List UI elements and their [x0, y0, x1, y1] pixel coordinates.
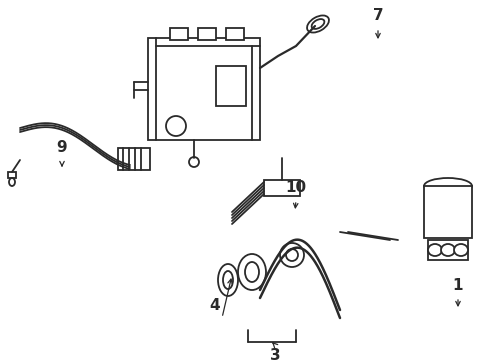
Ellipse shape	[427, 244, 441, 256]
Bar	[264, 180, 299, 196]
Ellipse shape	[238, 254, 265, 290]
Ellipse shape	[244, 262, 259, 282]
Ellipse shape	[440, 244, 454, 256]
Ellipse shape	[453, 244, 467, 256]
Ellipse shape	[223, 271, 232, 289]
Text: 9: 9	[57, 140, 67, 156]
Bar	[8, 172, 16, 178]
Bar	[198, 28, 216, 40]
Ellipse shape	[306, 15, 328, 32]
Ellipse shape	[280, 243, 304, 267]
Text: 3: 3	[269, 347, 280, 360]
Text: 4: 4	[209, 297, 220, 312]
Bar	[423, 186, 471, 238]
Text: 7: 7	[372, 8, 383, 22]
Bar	[216, 66, 245, 106]
Bar	[118, 148, 150, 170]
Ellipse shape	[9, 178, 15, 186]
Ellipse shape	[165, 116, 185, 136]
Ellipse shape	[311, 19, 324, 29]
Ellipse shape	[285, 249, 297, 261]
Bar	[225, 28, 244, 40]
Bar	[170, 28, 187, 40]
Bar	[427, 240, 467, 260]
Bar	[148, 38, 260, 140]
Text: 1: 1	[452, 278, 462, 292]
Ellipse shape	[218, 264, 238, 296]
Ellipse shape	[189, 157, 199, 167]
Ellipse shape	[423, 178, 471, 194]
Text: 10: 10	[285, 180, 306, 195]
